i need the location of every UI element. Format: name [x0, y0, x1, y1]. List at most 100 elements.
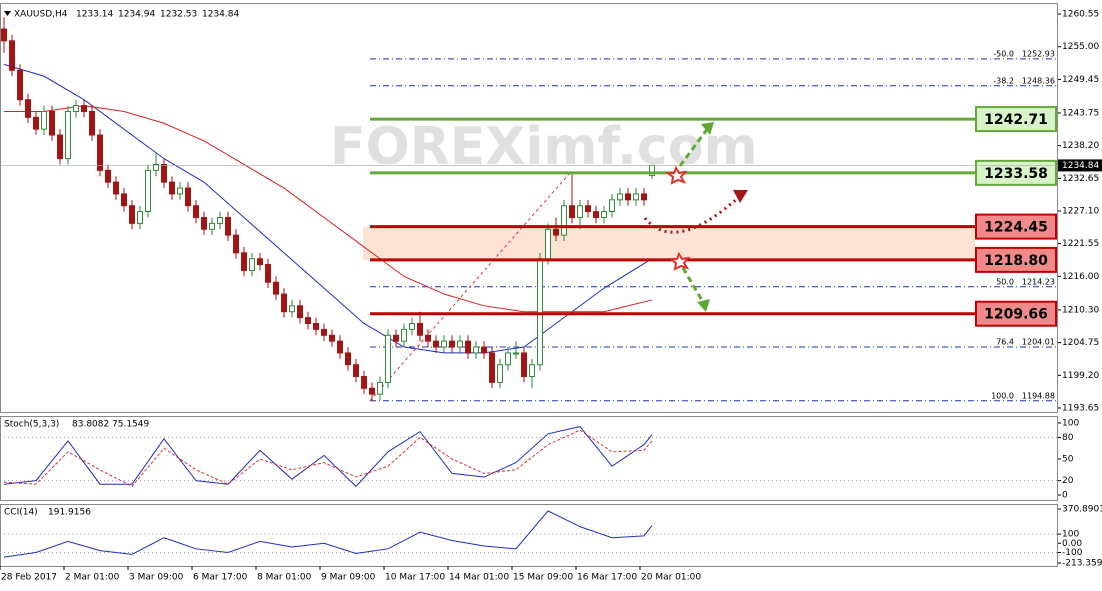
candle-body	[233, 234, 239, 254]
candle-body	[225, 216, 231, 236]
x-tick-label: 8 Mar 01:00	[257, 573, 312, 583]
candle-body	[369, 387, 375, 395]
candle-body	[321, 328, 327, 336]
candle-body	[169, 181, 175, 195]
header-value: 1234.94	[118, 10, 155, 20]
candle-body	[1, 28, 7, 42]
candle-body	[393, 334, 399, 342]
fib-price: 1214.23	[1022, 277, 1055, 286]
fib-level: 50.0	[996, 277, 1014, 286]
candle-body	[641, 193, 647, 201]
candle-body	[105, 169, 111, 183]
candle-body	[57, 134, 63, 160]
candle-body	[489, 352, 495, 383]
candle-body	[145, 169, 151, 213]
candle-body	[465, 340, 471, 354]
indicator-line	[3, 429, 653, 488]
x-tick-label: 10 Mar 17:00	[385, 573, 445, 583]
candle-body	[585, 205, 591, 213]
x-tick-label: 16 Mar 17:00	[577, 573, 637, 583]
indicator-value: 83.8082	[72, 420, 109, 430]
fib-level: -50.0	[993, 49, 1014, 58]
y-tick-label: 0.00	[1062, 539, 1082, 549]
header-value: 1233.14	[76, 10, 113, 20]
candle-body	[249, 258, 255, 271]
candle-body	[497, 364, 503, 383]
main-panel	[0, 3, 1058, 413]
candle-body	[593, 211, 599, 218]
y-tick-label: 20	[1062, 476, 1074, 486]
candle-body	[201, 216, 207, 230]
fib-price: 1194.88	[1022, 391, 1055, 400]
candle-body	[361, 375, 367, 389]
x-tick-label: 28 Feb 2017	[1, 573, 57, 583]
candle-body	[265, 264, 271, 283]
header-value: 1232.53	[160, 10, 197, 20]
candle-body	[385, 334, 391, 383]
candle-body	[417, 322, 423, 336]
star	[668, 251, 691, 271]
candle-body	[25, 99, 31, 118]
candle-body	[153, 163, 159, 171]
candle-body	[49, 110, 55, 136]
candle-body	[441, 340, 447, 348]
candle-body	[481, 346, 487, 354]
level-label: 1224.45	[984, 220, 1048, 236]
zone	[363, 226, 975, 260]
candle-body	[217, 216, 223, 224]
candle-body	[177, 187, 183, 195]
price-tag-label: 1234.84	[1062, 161, 1099, 171]
cci-panel	[0, 504, 1058, 567]
candle-body	[65, 110, 71, 160]
candle-body	[73, 105, 79, 112]
indicator-title: Stoch(5,3,3)	[4, 420, 59, 430]
candle-body	[193, 205, 199, 218]
candle-body	[553, 228, 559, 236]
candle-body	[273, 281, 279, 295]
candle-body	[625, 193, 631, 201]
candle-body	[137, 211, 143, 224]
fib-level: 100.0	[991, 391, 1014, 400]
candle-body	[473, 346, 479, 354]
candle-body	[289, 305, 295, 313]
fib-trend	[369, 172, 571, 402]
candle-body	[81, 105, 87, 112]
level-box	[975, 213, 1057, 240]
y-tick-label: 1193.65	[1062, 403, 1099, 413]
candle-body	[329, 334, 335, 342]
menu-triangle	[4, 11, 11, 16]
candle-body	[41, 110, 47, 130]
y-tick-label: 50	[1062, 455, 1074, 465]
candle-body	[353, 364, 359, 377]
candle-body	[401, 328, 407, 342]
candle-body	[425, 334, 431, 342]
level-box	[975, 106, 1057, 133]
level-label: 1242.71	[984, 112, 1048, 128]
y-tick-label: 1238.20	[1062, 141, 1099, 151]
candle-body	[129, 205, 135, 224]
y-tick-label: 80	[1062, 433, 1074, 443]
y-tick-label: 1255.00	[1062, 42, 1099, 52]
fib-price: 1248.36	[1022, 76, 1055, 85]
y-tick-label: 370.8901	[1062, 504, 1102, 514]
x-tick-label: 15 Mar 09:00	[513, 573, 573, 583]
candle-body	[569, 205, 575, 218]
candle-body	[305, 317, 311, 324]
arrow-bounce	[643, 194, 742, 234]
candle-body	[409, 322, 415, 330]
indicator-title: CCI(14)	[4, 508, 38, 518]
chart-content: 1233.14 1234.94 1232.53 1234.84 1260.55 1255.…	[0, 10, 1102, 583]
y-tick-label: 1216.00	[1062, 272, 1099, 282]
candle-body	[377, 381, 383, 395]
candle-body	[33, 116, 39, 130]
candle-body	[609, 199, 615, 213]
level-label: 1233.58	[984, 166, 1048, 182]
fib-price: 1204.01	[1022, 337, 1055, 346]
y-tick-label: 1249.45	[1062, 75, 1099, 85]
y-tick-label: 1243.75	[1062, 108, 1099, 118]
candle-body	[257, 258, 263, 266]
x-tick-label: 2 Mar 01:00	[65, 573, 120, 583]
candle-body	[521, 352, 527, 377]
